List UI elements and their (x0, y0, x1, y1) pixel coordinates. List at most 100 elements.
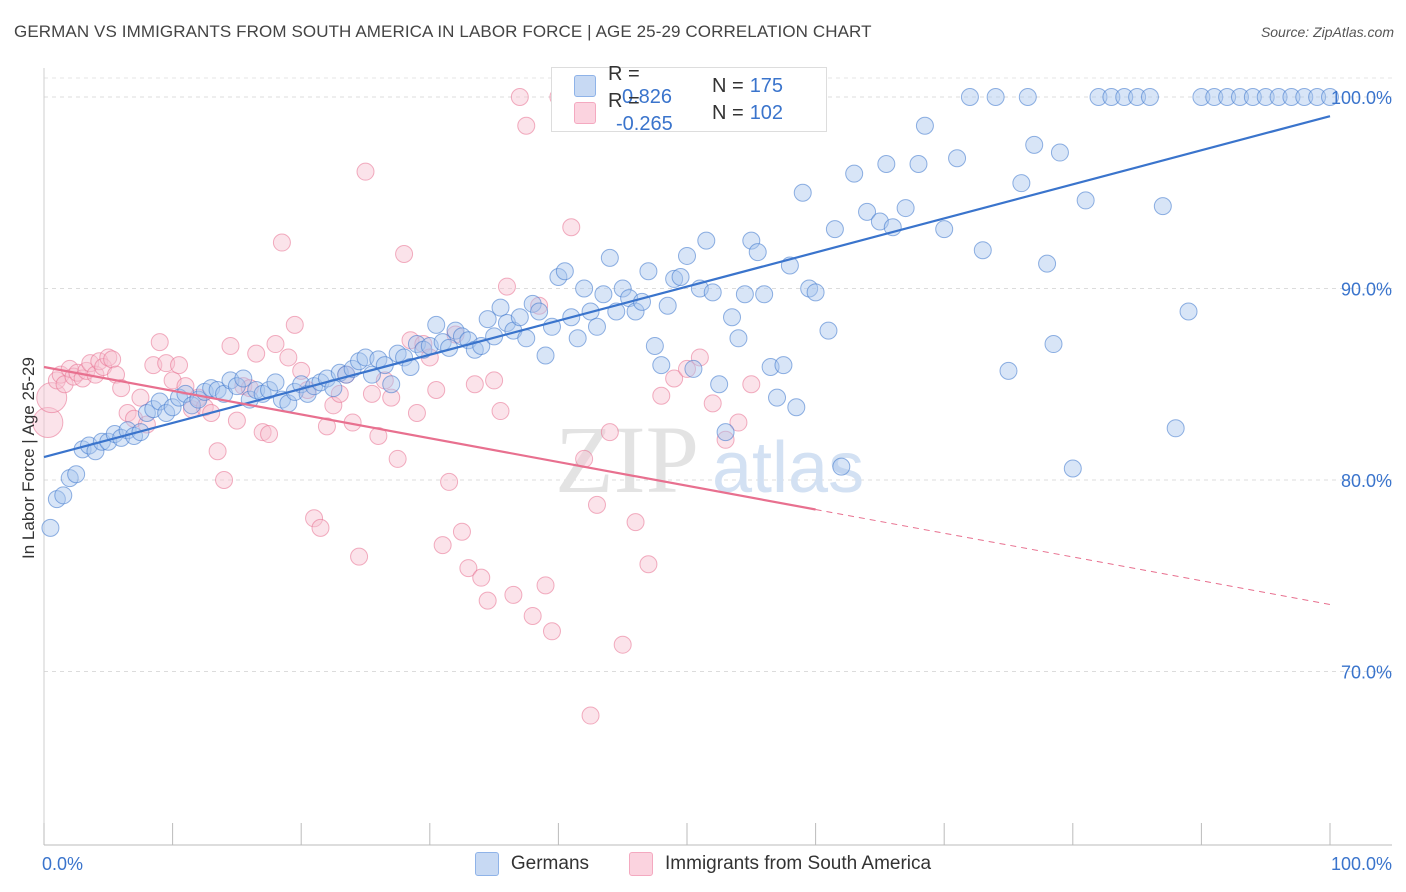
scatter-point (562, 218, 581, 237)
scatter-point (530, 302, 549, 321)
scatter-point (1243, 88, 1262, 106)
scatter-point (433, 536, 452, 555)
scatter-point (1038, 254, 1057, 273)
legend-item-immigrants[interactable]: Immigrants from South America (629, 852, 931, 876)
scatter-point (103, 350, 122, 369)
n-label: N = (712, 74, 744, 97)
scatter-point (1166, 419, 1185, 438)
scatter-point (491, 298, 510, 317)
scatter-point (568, 329, 587, 348)
scatter-point (1025, 135, 1044, 154)
scatter-point (1205, 88, 1224, 106)
source-label: Source: ZipAtlas.com (1260, 24, 1394, 40)
scatter-point (710, 375, 729, 394)
scatter-point (369, 426, 388, 445)
scatter-point (32, 407, 64, 439)
n-value-immigrants: 102 (749, 101, 784, 124)
scatter-point (536, 346, 555, 365)
scatter-point (485, 371, 504, 390)
scatter-point (247, 344, 266, 363)
scatter-point (317, 417, 336, 436)
tick-labels: 70.0% 80.0% 90.0% 100.0% 0.0% 100.0% (42, 88, 1392, 874)
y-tick-label: 70.0% (1341, 663, 1392, 683)
scatter-point (465, 375, 484, 394)
scatter-point (112, 379, 131, 398)
scatter-point (285, 315, 304, 334)
scatter-point (1179, 302, 1198, 321)
scatter-point (697, 231, 716, 250)
scatter-point (1295, 88, 1314, 106)
scatter-point (1256, 88, 1275, 106)
scatter-point (253, 423, 272, 442)
scatter-point (362, 384, 381, 403)
scatter-point (36, 382, 68, 414)
scatter-point (1230, 88, 1249, 106)
scatter-point (497, 277, 516, 296)
scatter-point (594, 285, 613, 304)
scatter-point (1140, 88, 1159, 106)
y-tick-label: 100.0% (1331, 88, 1392, 108)
scatter-point (1153, 197, 1172, 216)
scatter-point (600, 248, 619, 267)
scatter-point (227, 411, 246, 430)
scatter-point (382, 388, 401, 407)
scatter-point (227, 377, 246, 396)
chart-title: GERMAN VS IMMIGRANTS FROM SOUTH AMERICA … (14, 22, 872, 41)
scatter-point (915, 116, 934, 135)
scatter-point (427, 315, 446, 334)
scatter-point (652, 386, 671, 405)
scatter-point (742, 231, 761, 250)
y-axis-label: In Labor Force | Age 25-29 (19, 357, 38, 559)
scatter-point (510, 88, 529, 106)
scatter-point (703, 394, 722, 413)
scatter-point (54, 486, 73, 505)
scatter-point (266, 335, 285, 354)
scatter-point (41, 518, 60, 537)
scatter-point (279, 348, 298, 367)
scatter-point (639, 555, 658, 574)
scatter-point (292, 361, 311, 380)
scatter-point (729, 329, 748, 348)
series-immigrants-points (32, 88, 761, 725)
scatter-point (1050, 143, 1069, 162)
scatter-point (1308, 88, 1327, 106)
scatter-point (716, 430, 735, 449)
scatter-point (266, 373, 285, 392)
r-label: R = (608, 90, 640, 112)
legend-item-germans[interactable]: Germans (474, 852, 589, 876)
legend-stats: R = 0.826 N = 175 R = -0.265 N = 102 (551, 63, 827, 135)
scatter-point (671, 268, 690, 287)
scatter-point (395, 245, 414, 264)
scatter-point (896, 199, 915, 218)
scatter-point (935, 220, 954, 239)
legend-label-immigrants: Immigrants from South America (665, 853, 932, 874)
trend-line-dashed (815, 508, 1331, 605)
y-tick-label: 90.0% (1341, 280, 1392, 300)
scatter-point (407, 403, 426, 422)
scatter-point (234, 369, 253, 388)
legend-swatch-germans (574, 75, 596, 97)
scatter-point (517, 116, 536, 135)
scatter-point (1012, 174, 1031, 193)
n-value-germans: 175 (749, 74, 784, 97)
r-value-immigrants: -0.265 (616, 113, 673, 135)
scatter-point (491, 402, 510, 421)
scatter-point (530, 296, 549, 315)
scatter-point (555, 262, 574, 281)
scatter-point (163, 398, 182, 417)
watermark-zip: ZIP (555, 406, 699, 513)
scatter-point (388, 449, 407, 468)
scatter-point (678, 359, 696, 378)
scatter-point (639, 262, 658, 281)
trend-line (43, 365, 816, 511)
scatter-point (298, 384, 317, 403)
scatter-point (1218, 88, 1237, 106)
scatter-point (973, 241, 992, 260)
legend-swatch-immigrants (629, 852, 654, 876)
scatter-point (1018, 88, 1037, 106)
scatter-point (1044, 335, 1063, 354)
scatter-point (215, 471, 234, 489)
r-value-germans: 0.826 (622, 86, 673, 108)
scatter-point (356, 162, 375, 181)
scatter-point (1102, 88, 1121, 106)
